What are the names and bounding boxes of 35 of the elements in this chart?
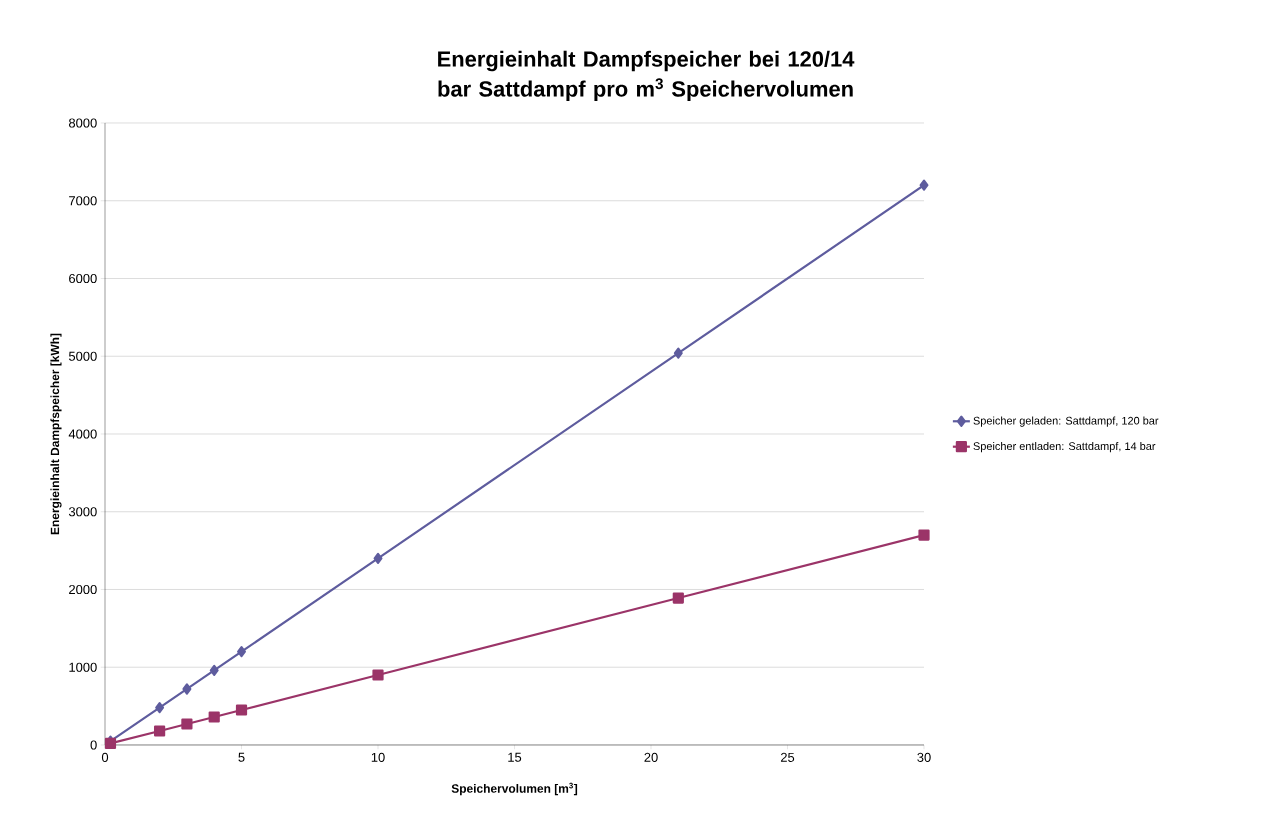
y-tick-label: 1000 [69, 662, 97, 672]
y-tick-label: 6000 [69, 273, 97, 284]
point [372, 669, 384, 681]
y-tick-label: 4000 [68, 429, 97, 439]
y-tick-label: 0 [90, 740, 97, 750]
y-tick-label: 8000 [68, 118, 97, 128]
x-tick-label: 10 [371, 752, 385, 762]
point [182, 683, 192, 695]
point [919, 179, 929, 191]
point [672, 592, 684, 604]
point [154, 725, 166, 737]
point [918, 529, 930, 541]
point [673, 347, 683, 359]
y-tick-label: 3000 [68, 507, 97, 517]
point [208, 711, 220, 723]
x-tick-label: 30 [917, 752, 931, 762]
point [237, 646, 246, 658]
point [209, 664, 219, 676]
point [181, 718, 193, 730]
point [235, 704, 248, 716]
x-tick-label: 25 [780, 752, 795, 762]
x-tick-label: 0 [101, 752, 109, 762]
y-tick-label: 5000 [68, 351, 97, 361]
y-tick-label: 7000 [69, 196, 97, 206]
legend-label: Speicher geladen: Sattdampf, 120 bar [973, 416, 1159, 427]
x-axis-title: Speichervolumen [m$^{3}$] [451, 782, 578, 796]
point [373, 552, 383, 564]
chart-title: Energieinhalt Dampfspeicher bei 120/14 bar Sattdampf pro m$^{3}$ Speichervolumen [438, 50, 855, 102]
x-tick-label: 20 [644, 752, 658, 762]
legend-label: Speicher entladen: Sattdampf, 14 bar [973, 441, 1156, 453]
x-tick-label: 5 [238, 752, 245, 762]
y-tick-label: 2000 [69, 584, 97, 595]
x-tick-label: 15 [508, 752, 522, 762]
y-axis-title: Energieinhalt Dampfspeicher [kWh] [50, 333, 62, 535]
point [155, 702, 165, 714]
